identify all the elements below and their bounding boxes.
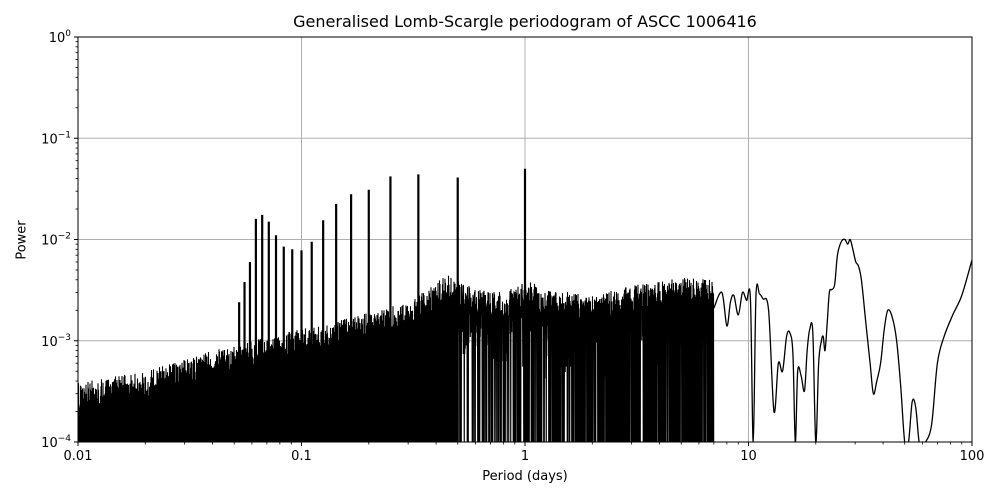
long-period-curve [713, 238, 972, 442]
y-tick-label: 10−2 [41, 232, 71, 249]
x-tick-label: 0.01 [64, 449, 93, 464]
y-tick-label: 10−1 [41, 130, 71, 147]
y-axis-label: Power [14, 220, 30, 260]
chart-title: Generalised Lomb-Scargle periodogram of … [293, 12, 757, 31]
x-axis-label: Period (days) [482, 469, 568, 484]
y-tick-label: 100 [49, 29, 72, 46]
x-tick-label: 100 [960, 449, 985, 464]
y-tick-label: 10−3 [41, 333, 71, 350]
axis-ticks: 0.01 0.1 1 10 100 100 10−1 10−2 10−3 10−4 [41, 29, 984, 464]
x-tick-label: 0.1 [291, 449, 312, 464]
y-tick-label: 10−4 [41, 434, 71, 451]
periodogram-series [78, 168, 972, 442]
x-tick-label: 1 [521, 449, 529, 464]
x-tick-label: 10 [740, 449, 757, 464]
